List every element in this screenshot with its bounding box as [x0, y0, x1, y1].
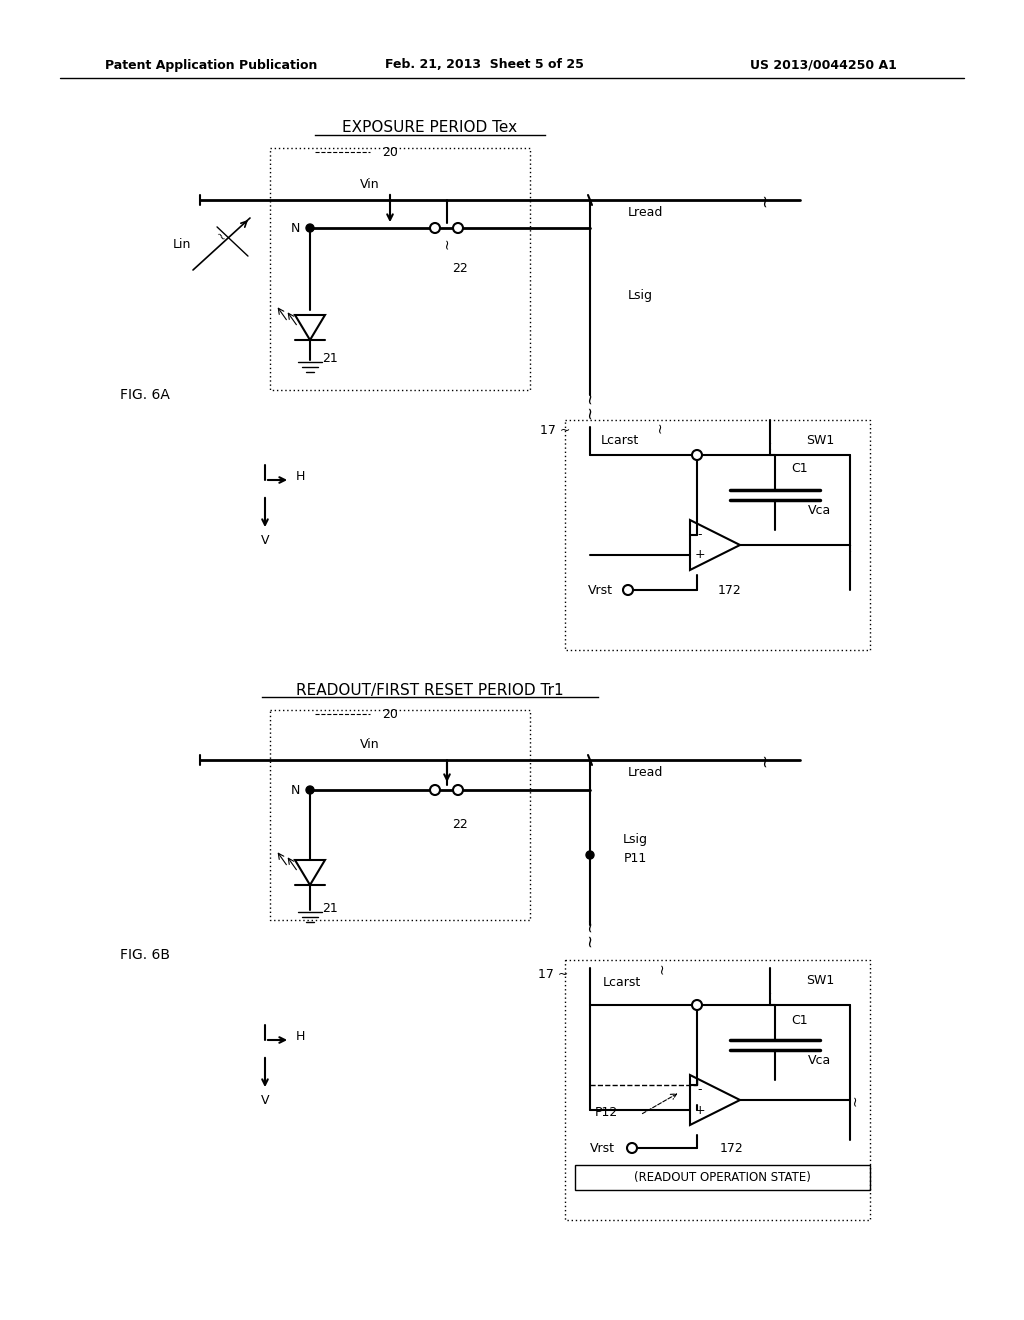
Text: US 2013/0044250 A1: US 2013/0044250 A1	[750, 58, 897, 71]
Text: P11: P11	[624, 851, 646, 865]
Text: H: H	[295, 470, 305, 483]
Text: -: -	[697, 528, 702, 541]
Text: Lread: Lread	[628, 767, 663, 780]
Circle shape	[623, 585, 633, 595]
Text: ~: ~	[581, 405, 599, 418]
Text: +: +	[694, 549, 706, 561]
Text: Lcarst: Lcarst	[603, 975, 641, 989]
Text: ~: ~	[653, 421, 667, 433]
Text: SW1: SW1	[806, 974, 835, 986]
Text: Lin: Lin	[173, 239, 191, 252]
Text: Feb. 21, 2013  Sheet 5 of 25: Feb. 21, 2013 Sheet 5 of 25	[385, 58, 584, 71]
Text: 20: 20	[382, 708, 398, 721]
Text: P12: P12	[594, 1106, 617, 1118]
Text: ~: ~	[212, 228, 228, 246]
Text: ~: ~	[848, 1094, 862, 1106]
Circle shape	[453, 785, 463, 795]
Text: Vca: Vca	[808, 1053, 831, 1067]
Text: Vrst: Vrst	[590, 1142, 614, 1155]
Text: Patent Application Publication: Patent Application Publication	[105, 58, 317, 71]
Circle shape	[692, 450, 702, 459]
Text: 21: 21	[323, 902, 338, 915]
Text: +: +	[694, 1104, 706, 1117]
Text: Vin: Vin	[360, 178, 380, 191]
Text: ~: ~	[763, 987, 777, 999]
Text: Lsig: Lsig	[628, 289, 652, 301]
Text: SW1: SW1	[806, 433, 835, 446]
Circle shape	[627, 1143, 637, 1152]
Text: 172: 172	[720, 1142, 743, 1155]
Text: Vin: Vin	[360, 738, 380, 751]
Text: 172: 172	[718, 583, 741, 597]
Text: (READOUT OPERATION STATE): (READOUT OPERATION STATE)	[634, 1171, 811, 1184]
Text: Vrst: Vrst	[588, 583, 612, 597]
Circle shape	[430, 785, 440, 795]
Text: Lsig: Lsig	[623, 833, 647, 846]
Text: 22: 22	[453, 261, 468, 275]
Text: ~: ~	[581, 389, 599, 404]
Text: ~: ~	[763, 437, 777, 449]
Circle shape	[692, 1001, 702, 1010]
Text: READOUT/FIRST RESET PERIOD Tr1: READOUT/FIRST RESET PERIOD Tr1	[296, 682, 564, 697]
Text: ~: ~	[655, 962, 669, 974]
Text: ~: ~	[756, 752, 774, 767]
Text: N: N	[291, 784, 300, 796]
Text: ~: ~	[756, 193, 774, 207]
Text: 17 ~: 17 ~	[540, 424, 570, 437]
Text: ~: ~	[843, 539, 857, 550]
Circle shape	[586, 851, 594, 859]
Text: ~: ~	[581, 917, 599, 932]
Text: ~: ~	[581, 933, 599, 946]
Text: 17 ~: 17 ~	[538, 969, 568, 982]
Text: 20: 20	[382, 145, 398, 158]
Text: V: V	[261, 1093, 269, 1106]
Circle shape	[306, 785, 314, 795]
Text: N: N	[291, 222, 300, 235]
Text: 21: 21	[323, 351, 338, 364]
Text: C1: C1	[792, 462, 808, 474]
Text: H: H	[295, 1031, 305, 1044]
Circle shape	[430, 223, 440, 234]
Text: FIG. 6B: FIG. 6B	[120, 948, 170, 962]
FancyBboxPatch shape	[575, 1166, 870, 1191]
Text: 22: 22	[453, 818, 468, 832]
Text: C1: C1	[792, 1014, 808, 1027]
Text: V: V	[261, 533, 269, 546]
Text: EXPOSURE PERIOD Tex: EXPOSURE PERIOD Tex	[342, 120, 517, 136]
Text: ~: ~	[440, 238, 454, 248]
Text: Lread: Lread	[628, 206, 663, 219]
Circle shape	[453, 223, 463, 234]
Text: FIG. 6A: FIG. 6A	[120, 388, 170, 403]
Circle shape	[306, 224, 314, 232]
Text: Vca: Vca	[808, 503, 831, 516]
Text: Lcarst: Lcarst	[601, 433, 639, 446]
Text: -: -	[697, 1084, 702, 1097]
